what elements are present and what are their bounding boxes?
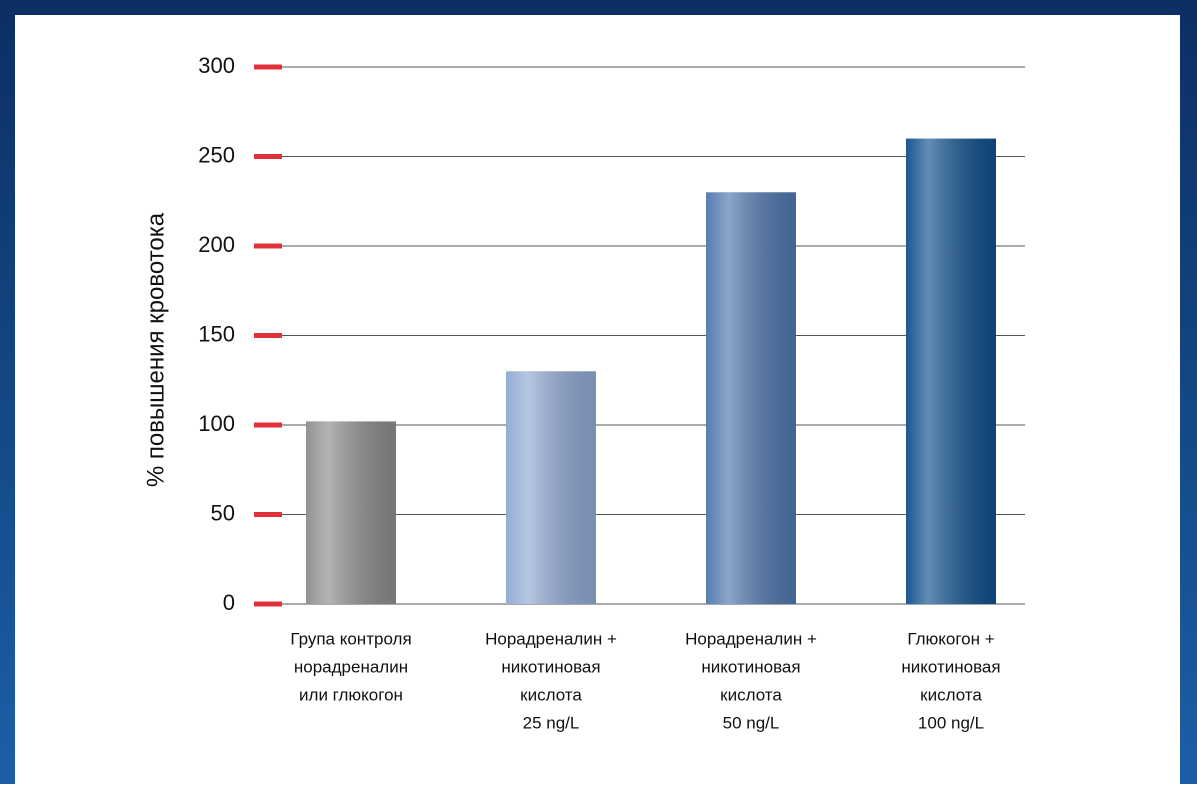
x-tick-label: кислота xyxy=(720,685,782,704)
y-tick-label: 300 xyxy=(198,53,235,78)
x-tick-label: кислота xyxy=(920,685,982,704)
x-tick-label: или глюкогон xyxy=(299,685,403,704)
x-tick-label: Глюкогон + xyxy=(907,629,994,648)
x-tick-label: никотиновая xyxy=(701,657,800,676)
y-tick-label: 200 xyxy=(198,232,235,257)
x-tick-label: 100 ng/L xyxy=(918,713,984,732)
bar-shine xyxy=(506,371,596,604)
x-tick-label: норадреналин xyxy=(294,657,408,676)
x-tick-label: Норадреналин + xyxy=(485,629,617,648)
x-tick-label: Група контроля xyxy=(290,629,411,648)
y-tick-label: 50 xyxy=(211,500,235,525)
bar-shine xyxy=(706,192,796,605)
y-tick-label: 100 xyxy=(198,411,235,436)
y-tick-label: 0 xyxy=(223,590,235,615)
x-tick-label: кислота xyxy=(520,685,582,704)
x-tick-label: никотиновая xyxy=(501,657,600,676)
y-axis-label: % повышения кровотока xyxy=(142,212,169,487)
x-tick-label: никотиновая xyxy=(901,657,1000,676)
x-tick-label: 25 ng/L xyxy=(523,713,580,732)
x-tick-label: Норадреналин + xyxy=(685,629,817,648)
y-tick-label: 150 xyxy=(198,321,235,346)
y-tick-label: 250 xyxy=(198,142,235,167)
bar-shine xyxy=(906,138,996,604)
bar-shine xyxy=(306,421,396,604)
x-tick-label: 50 ng/L xyxy=(723,713,780,732)
